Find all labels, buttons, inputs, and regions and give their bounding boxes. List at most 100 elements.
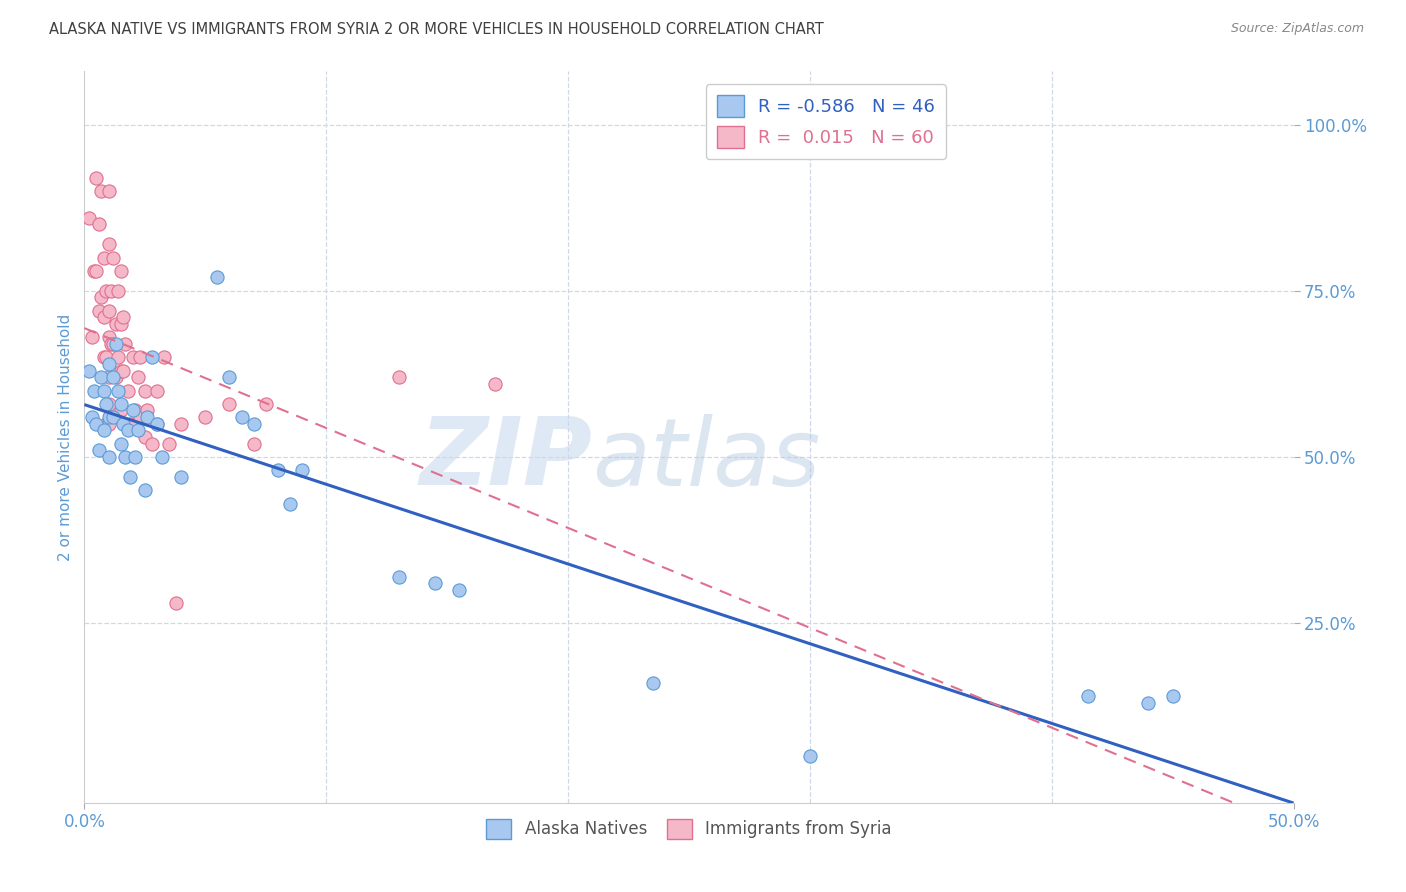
- Point: [165, 596, 187, 610]
- Point: [97, 237, 120, 252]
- Point: [218, 397, 240, 411]
- Text: Source: ZipAtlas.com: Source: ZipAtlas.com: [1230, 22, 1364, 36]
- Point: [218, 370, 240, 384]
- Point: [80, 410, 103, 425]
- Point: [93, 251, 115, 265]
- Point: [104, 337, 127, 351]
- Point: [141, 351, 163, 365]
- Point: [93, 384, 115, 398]
- Point: [121, 351, 143, 365]
- Point: [146, 384, 169, 398]
- Point: [449, 582, 471, 597]
- Point: [120, 470, 142, 484]
- Point: [86, 170, 108, 185]
- Point: [97, 184, 120, 198]
- Point: [103, 370, 125, 384]
- Point: [77, 363, 100, 377]
- Point: [97, 357, 120, 371]
- Point: [87, 303, 110, 318]
- Point: [120, 417, 142, 431]
- Point: [127, 424, 149, 438]
- Point: [136, 410, 159, 425]
- Point: [100, 337, 122, 351]
- Point: [80, 330, 103, 344]
- Point: [242, 417, 264, 431]
- Point: [97, 397, 120, 411]
- Point: [134, 384, 156, 398]
- Point: [104, 370, 127, 384]
- Text: ALASKA NATIVE VS IMMIGRANTS FROM SYRIA 2 OR MORE VEHICLES IN HOUSEHOLD CORRELATI: ALASKA NATIVE VS IMMIGRANTS FROM SYRIA 2…: [49, 22, 824, 37]
- Point: [110, 436, 132, 450]
- Legend: Alaska Natives, Immigrants from Syria: Alaska Natives, Immigrants from Syria: [479, 812, 898, 846]
- Point: [94, 397, 117, 411]
- Point: [100, 284, 122, 298]
- Point: [112, 363, 135, 377]
- Point: [110, 317, 132, 331]
- Point: [388, 370, 411, 384]
- Point: [87, 443, 110, 458]
- Point: [87, 217, 110, 231]
- Point: [136, 403, 159, 417]
- Point: [104, 317, 127, 331]
- Point: [86, 264, 108, 278]
- Point: [1161, 690, 1184, 704]
- Point: [83, 264, 105, 278]
- Point: [107, 384, 129, 398]
- Point: [124, 403, 146, 417]
- Point: [207, 270, 229, 285]
- Point: [146, 417, 169, 431]
- Point: [90, 184, 112, 198]
- Point: [1137, 696, 1160, 710]
- Point: [117, 384, 139, 398]
- Point: [121, 403, 143, 417]
- Point: [94, 351, 117, 365]
- Point: [129, 410, 152, 425]
- Point: [110, 264, 132, 278]
- Point: [194, 410, 217, 425]
- Point: [124, 450, 146, 464]
- Point: [93, 351, 115, 365]
- Point: [231, 410, 253, 425]
- Point: [110, 403, 132, 417]
- Point: [110, 397, 132, 411]
- Point: [267, 463, 290, 477]
- Point: [97, 303, 120, 318]
- Point: [278, 497, 301, 511]
- Point: [388, 570, 411, 584]
- Point: [90, 290, 112, 304]
- Point: [254, 397, 277, 411]
- Point: [291, 463, 314, 477]
- Point: [242, 436, 264, 450]
- Point: [141, 436, 163, 450]
- Text: ZIP: ZIP: [419, 413, 592, 505]
- Point: [134, 430, 156, 444]
- Point: [150, 450, 173, 464]
- Point: [110, 363, 132, 377]
- Point: [107, 351, 129, 365]
- Point: [112, 310, 135, 325]
- Point: [799, 749, 821, 764]
- Point: [1077, 690, 1099, 704]
- Point: [114, 337, 136, 351]
- Point: [484, 376, 506, 391]
- Point: [641, 676, 664, 690]
- Point: [103, 251, 125, 265]
- Point: [153, 351, 176, 365]
- Point: [93, 424, 115, 438]
- Point: [117, 424, 139, 438]
- Point: [129, 351, 152, 365]
- Point: [94, 417, 117, 431]
- Point: [127, 370, 149, 384]
- Point: [103, 337, 125, 351]
- Point: [90, 370, 112, 384]
- Point: [134, 483, 156, 498]
- Point: [146, 417, 169, 431]
- Point: [112, 417, 135, 431]
- Point: [86, 417, 108, 431]
- Point: [97, 417, 120, 431]
- Y-axis label: 2 or more Vehicles in Household: 2 or more Vehicles in Household: [58, 313, 73, 561]
- Point: [77, 211, 100, 225]
- Point: [97, 450, 120, 464]
- Point: [170, 417, 193, 431]
- Point: [94, 284, 117, 298]
